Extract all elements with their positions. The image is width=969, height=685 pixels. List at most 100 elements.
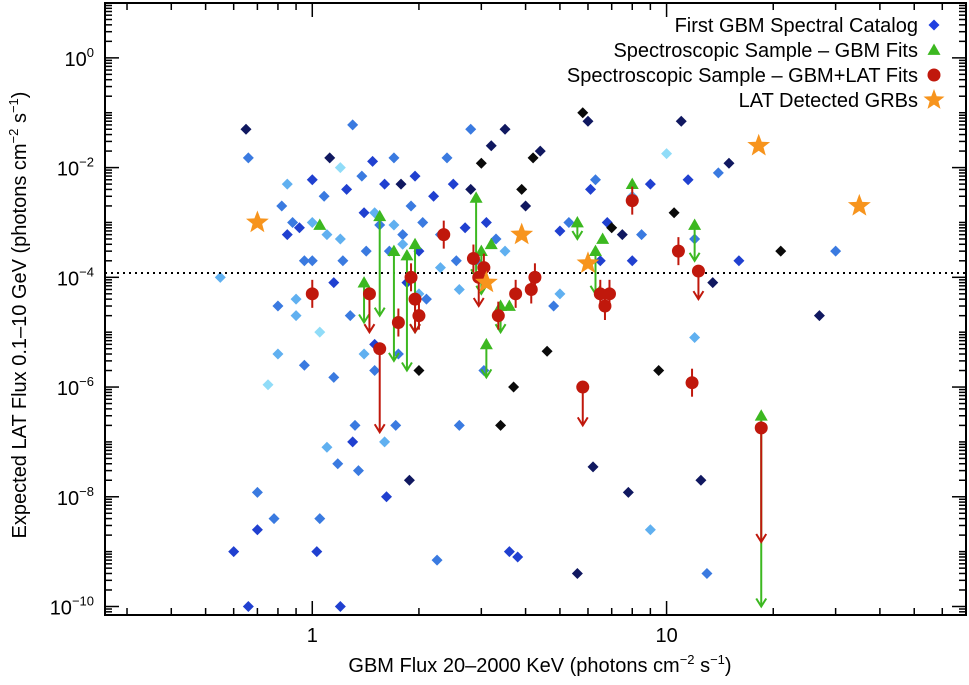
lat-detected-point <box>510 222 534 245</box>
gbm-fit-point <box>688 218 702 230</box>
catalog-point <box>311 546 323 558</box>
gbm-fit-point <box>474 244 488 257</box>
catalog-point <box>324 152 336 164</box>
catalog-point <box>379 436 391 448</box>
legend-marker-diamond <box>928 19 940 31</box>
lat-detected-point <box>576 251 600 273</box>
catalog-point <box>417 216 429 228</box>
catalog-point <box>520 200 532 212</box>
catalog-point <box>480 216 492 228</box>
catalog-point <box>453 419 465 431</box>
catalog-point <box>367 155 379 167</box>
catalog-point <box>381 491 393 503</box>
catalog-point <box>298 359 310 371</box>
y-tick-label: 10−4 <box>57 264 94 290</box>
plot-area <box>105 107 966 613</box>
gbm-fit-point <box>502 299 516 311</box>
y-tick-label: 10−8 <box>57 484 94 510</box>
catalog-point <box>413 365 425 377</box>
gbm-fit-limit-arrow <box>358 313 370 325</box>
y-tick-exponent: −8 <box>79 484 94 499</box>
gbm-fit-point <box>408 237 422 250</box>
gbm-fit-limit-arrow <box>571 230 584 241</box>
catalog-point <box>554 225 566 237</box>
catalog-point <box>314 326 326 338</box>
catalog-point <box>585 183 597 195</box>
gbm-lat-fit-limit-arrow <box>373 423 386 435</box>
lat-detected-point <box>475 270 498 293</box>
gbm-lat-fit-point <box>509 287 523 301</box>
y-tick-base: 10 <box>65 49 87 71</box>
y-tick-exponent: −4 <box>79 264 94 279</box>
y-tick-label: 10−6 <box>57 374 94 400</box>
lat-detected-point <box>847 193 871 216</box>
gbm-fits-series <box>313 177 768 609</box>
gbm-fit-point <box>313 218 327 230</box>
catalog-point <box>661 148 673 160</box>
gbm-lat-fit-point <box>391 316 405 330</box>
gbm-fit-point <box>596 232 610 244</box>
catalog-point <box>594 255 606 267</box>
catalog-point <box>349 419 361 431</box>
lat-detected-point <box>747 133 771 156</box>
catalog-point <box>272 300 284 312</box>
catalog-point <box>293 222 305 234</box>
legend-marker-circle <box>927 68 941 82</box>
catalog-point <box>534 145 546 157</box>
catalog-point <box>388 219 400 231</box>
catalog-point <box>644 524 656 536</box>
catalog-point <box>563 216 575 228</box>
gbm-fit-point <box>373 209 387 222</box>
y-tick-base: 10 <box>57 488 79 510</box>
catalog-point <box>409 170 421 182</box>
gbm-lat-fit-point <box>598 299 612 313</box>
gbm-lat-fit-point <box>625 194 639 208</box>
legend-label: LAT Detected GRBs <box>739 90 918 112</box>
gbm-lat-fit-point <box>491 309 505 323</box>
gbm-fit-point <box>469 191 483 203</box>
y-tick-exponent: 0 <box>87 45 94 60</box>
catalog-point <box>334 233 346 245</box>
y-axis-label: Expected LAT Flux 0.1–10 GeV (photons cm… <box>6 92 31 539</box>
catalog-point <box>775 245 787 257</box>
catalog-point <box>242 601 254 613</box>
catalog-point <box>830 245 842 257</box>
catalog-point <box>240 123 252 135</box>
catalog-point <box>337 255 349 267</box>
gbm-lat-fit-point <box>362 287 376 301</box>
catalog-point <box>571 567 583 579</box>
catalog-series <box>214 107 842 613</box>
catalog-point <box>388 152 400 164</box>
catalog-point <box>682 174 694 186</box>
catalog-point <box>447 178 459 190</box>
catalog-point <box>347 436 359 448</box>
gbm-lat-fit-point <box>602 287 616 301</box>
catalog-point <box>503 546 515 558</box>
gbm-lat-fit-limit-arrow <box>576 416 589 428</box>
catalog-point <box>321 441 333 453</box>
catalog-point <box>577 107 589 119</box>
gbm-lat-fit-point <box>754 421 768 435</box>
catalog-point <box>347 119 359 131</box>
catalog-point <box>428 190 440 202</box>
legend: First GBM Spectral Catalog Spectroscopic … <box>567 15 945 112</box>
catalog-point <box>306 174 318 186</box>
gbm-lat-fit-limit-arrow <box>692 290 705 302</box>
catalog-point <box>668 207 680 219</box>
catalog-point <box>276 200 288 212</box>
gbm-fit-point <box>479 337 493 350</box>
catalog-point <box>242 152 254 164</box>
plot-frame <box>104 2 967 616</box>
catalog-point <box>395 178 407 190</box>
catalog-point <box>495 419 507 431</box>
catalog-point <box>689 331 701 343</box>
catalog-point <box>328 371 340 383</box>
catalog-point <box>360 245 372 257</box>
catalog-point <box>251 524 263 536</box>
gbm-lat-fit-point <box>477 261 491 275</box>
gbm-fit-limit-arrow <box>480 368 493 380</box>
y-tick-exponent: −6 <box>79 374 94 389</box>
catalog-point <box>358 348 370 360</box>
catalog-point <box>390 419 402 431</box>
